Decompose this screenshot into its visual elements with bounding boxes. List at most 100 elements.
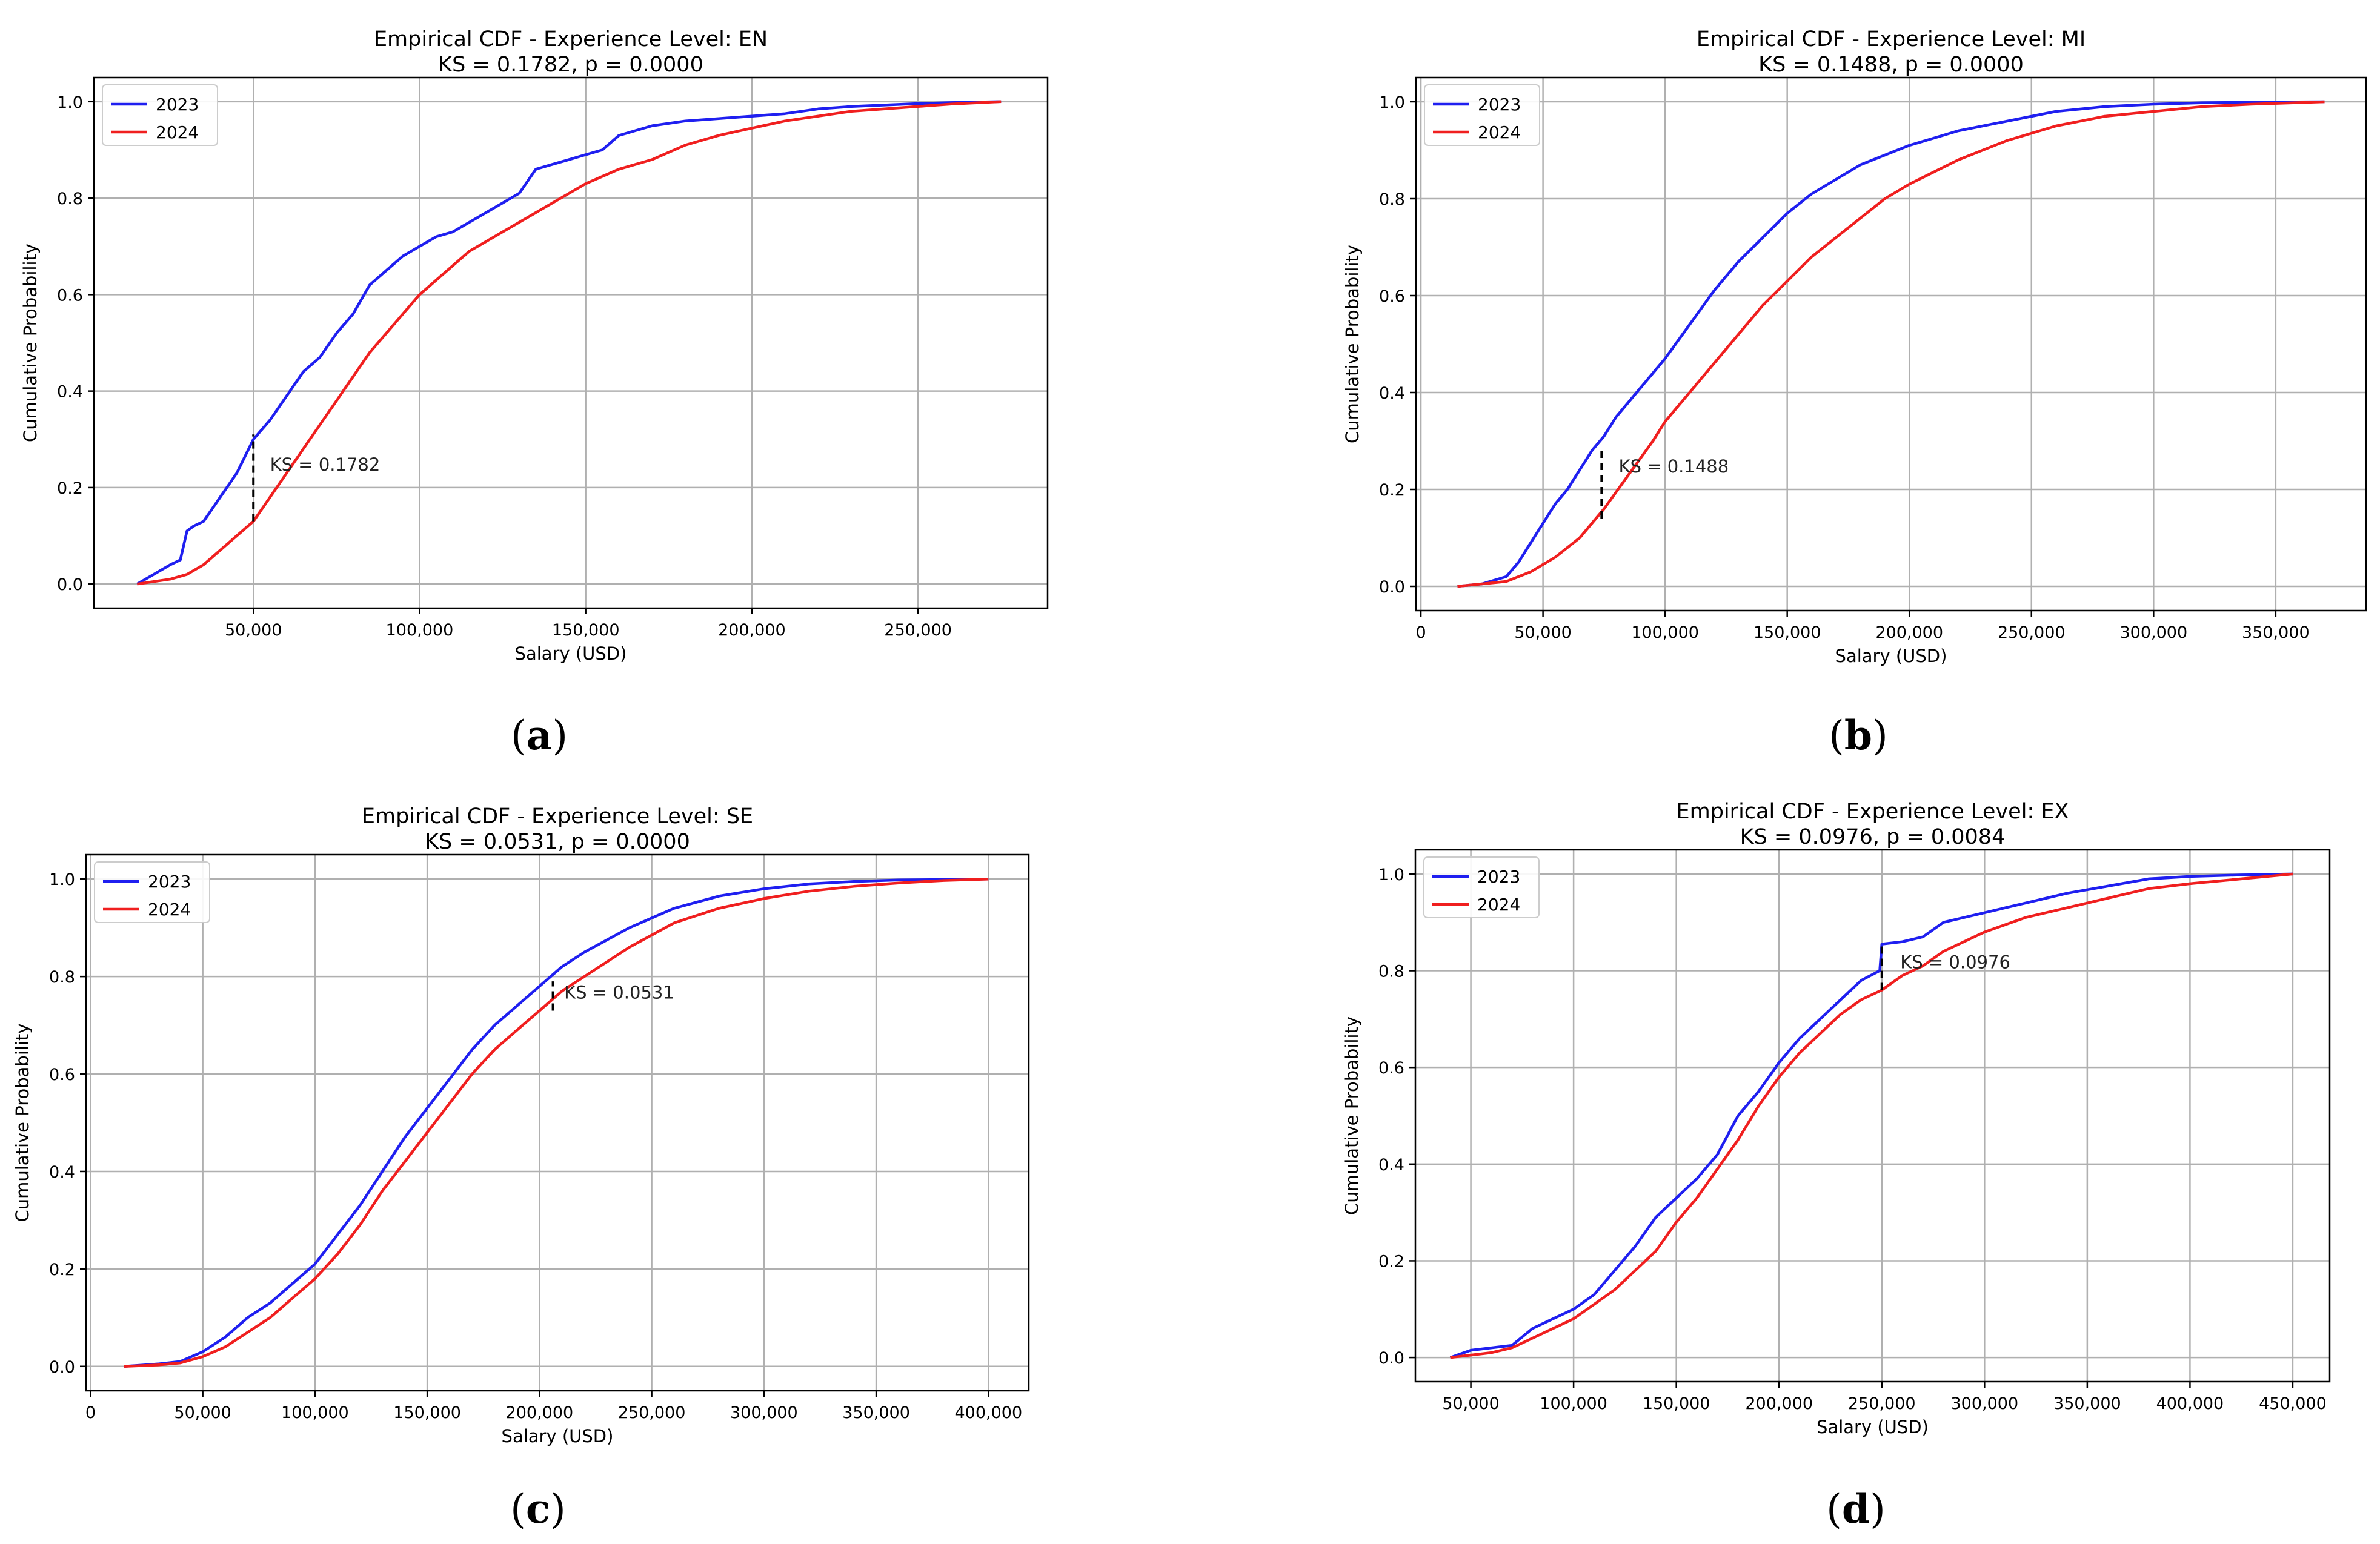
x-axis-label: Salary (USD) [1835,646,1947,666]
y-tick-label: 0.0 [1378,1349,1404,1368]
plot-area [1415,850,2330,1382]
x-tick-label: 200,000 [506,1403,574,1422]
y-tick-label: 0.8 [1379,190,1405,209]
x-tick-label: 50,000 [174,1403,231,1422]
x-tick-label: 400,000 [2156,1394,2224,1413]
y-tick-label: 0.8 [49,968,75,987]
plot-frame [93,76,1049,609]
x-tick-label: 50,000 [1442,1394,1499,1413]
ks-annotation: KS = 0.1488 [1619,456,1729,477]
x-tick-label: 250,000 [884,621,952,640]
legend-label-2024: 2024 [1477,895,1520,915]
chart-subtitle: KS = 0.0531, p = 0.0000 [425,830,690,854]
x-tick-label: 100,000 [386,621,454,640]
panel-letter-c: c [525,1485,551,1532]
x-tick-label: 250,000 [1998,623,2066,642]
chart-title: Empirical CDF - Experience Level: EN [374,27,768,51]
x-tick-label: 350,000 [842,1403,910,1422]
plot-area [94,78,1048,608]
chart-title: Empirical CDF - Experience Level: SE [362,804,753,829]
x-tick-label: 100,000 [1631,623,1699,642]
series-line-2023 [1449,872,2293,1359]
chart-subtitle: KS = 0.1488, p = 0.0000 [1758,53,2024,77]
x-tick-label: 250,000 [618,1403,686,1422]
chart-panel-c: KS = 0.0531 0 50,000 100,000 150,000 200,000 2… [12,804,1030,1446]
x-tick-label: 50,000 [1514,623,1571,642]
series-line-2024 [1450,872,2293,1359]
x-axis-label: Salary (USD) [515,643,627,664]
y-tick-label: 1.0 [49,870,75,889]
x-tick-label: 250,000 [1848,1394,1916,1413]
x-axis-label: Salary (USD) [502,1426,614,1446]
y-tick-label: 0.0 [57,575,83,594]
y-axis-label: Cumulative Probability [20,244,41,442]
x-tick-label: 150,000 [393,1403,461,1422]
y-tick-label: 0.2 [1378,1252,1404,1271]
x-tick-label: 200,000 [1875,623,1943,642]
y-tick-label: 0.0 [49,1358,75,1377]
x-tick-label: 100,000 [1540,1394,1607,1413]
y-tick-label: 1.0 [1378,866,1404,884]
x-tick-label: 300,000 [2119,623,2187,642]
series-line-2023 [124,877,989,1368]
plot-frame [1414,849,2331,1383]
chart-title: Empirical CDF - Experience Level: EX [1677,800,2069,824]
chart-panel-a: KS = 0.1782 50,000 100,000 150,000 200,000 25… [20,27,1049,664]
x-tick-label: 400,000 [954,1403,1022,1422]
panel-letter-a: a [526,712,553,759]
x-tick-label: 0 [1415,623,1426,642]
x-tick-label: 150,000 [1753,623,1821,642]
x-axis-label: Salary (USD) [1817,1417,1929,1437]
chart-subtitle: KS = 0.1782, p = 0.0000 [438,53,703,77]
panel-label-d: (d) [1826,1485,1886,1532]
legend-box [94,861,210,923]
x-tick-label: 0 [85,1403,96,1422]
legend-box [1424,84,1540,146]
panel-label-b: (b) [1829,712,1888,759]
x-tick-label: 300,000 [1950,1394,2018,1413]
panel-label-c: (c) [510,1485,566,1532]
chart-subtitle: KS = 0.0976, p = 0.0084 [1740,825,2006,849]
series-line-2023 [1457,100,2325,588]
chart-panel-b: KS = 0.1488 0 50,000 100,000 150,000 200,000 2… [1342,27,2367,666]
ks-annotation: KS = 0.0531 [564,982,674,1002]
x-tick-label: 350,000 [2053,1394,2121,1413]
x-tick-label: 50,000 [225,621,282,640]
legend-label-2023: 2023 [1478,94,1521,114]
chart-panel-d: KS = 0.0976 50,000 100,000 150,000 200,000 25… [1341,800,2331,1437]
x-tick-label: 450,000 [2259,1394,2327,1413]
x-tick-label: 200,000 [718,621,786,640]
y-tick-label: 1.0 [57,93,83,112]
y-tick-label: 0.6 [49,1065,75,1084]
panel-label-a: (a) [510,712,568,759]
plot-area [86,855,1029,1391]
y-tick-label: 0.4 [1378,1156,1404,1175]
y-tick-label: 0.8 [1378,963,1404,981]
y-axis-label: Cumulative Probability [1342,245,1363,443]
y-tick-label: 0.2 [49,1261,75,1279]
legend-label-2023: 2023 [148,872,191,892]
chart-title: Empirical CDF - Experience Level: MI [1697,27,2086,51]
x-tick-label: 300,000 [730,1403,798,1422]
panel-letter-d: d [1841,1485,1870,1532]
y-tick-label: 0.2 [1379,481,1405,500]
legend-label-2023: 2023 [156,94,199,114]
y-tick-label: 0.4 [1379,384,1405,403]
x-tick-label: 350,000 [2242,623,2310,642]
x-tick-label: 150,000 [1643,1394,1710,1413]
ks-annotation: KS = 0.0976 [1900,952,2010,973]
y-tick-label: 0.6 [1379,287,1405,306]
y-tick-label: 0.2 [57,479,83,498]
y-tick-label: 1.0 [1379,93,1405,112]
legend-box [102,84,218,146]
y-tick-label: 0.4 [57,383,83,402]
plot-area [1416,78,2366,611]
x-tick-label: 150,000 [552,621,620,640]
y-axis-label: Cumulative Probability [12,1023,33,1222]
y-tick-label: 0.8 [57,190,83,208]
legend-label-2024: 2024 [1478,122,1521,142]
ks-annotation: KS = 0.1782 [270,454,381,475]
series-line-2024 [124,877,989,1368]
legend-label-2023: 2023 [1477,867,1520,887]
